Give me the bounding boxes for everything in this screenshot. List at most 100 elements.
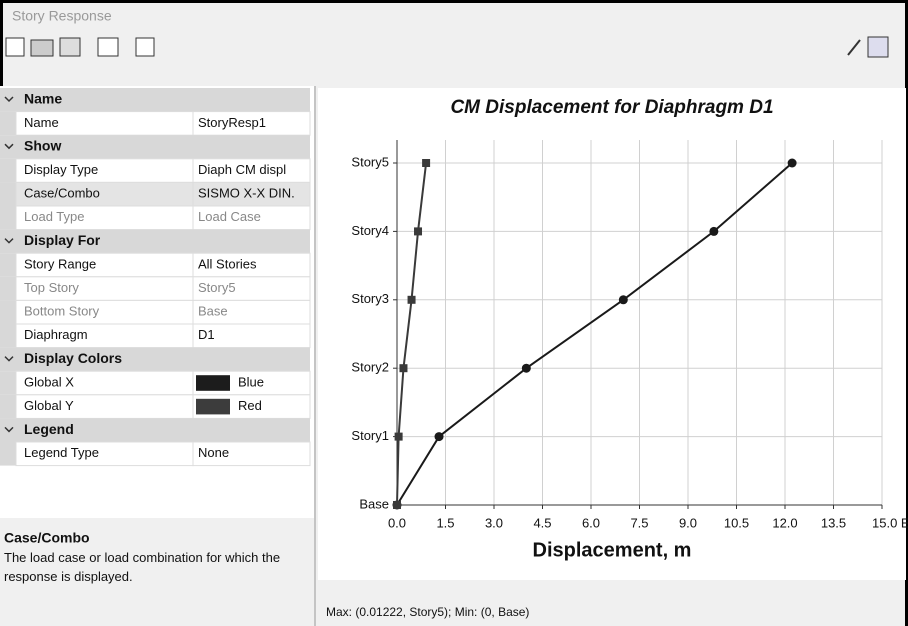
x-tick-label: 10.5 <box>724 515 749 530</box>
section-header[interactable] <box>0 88 310 112</box>
x-tick-label: 9.0 <box>679 515 697 530</box>
section-title: Display Colors <box>24 350 122 366</box>
property-value: Base <box>198 304 228 319</box>
chart: CM Displacement for Diaphragm D1 0.0 1.5 3.… <box>351 97 908 561</box>
x-tick-label: 6.0 <box>582 515 600 530</box>
point <box>407 295 416 304</box>
toolbar <box>5 36 889 58</box>
collapse-arrow <box>4 96 14 103</box>
section-title: Display For <box>24 232 101 248</box>
property-name: Global X <box>24 374 74 389</box>
x-axis-label: Displacement, m <box>533 539 692 561</box>
collapse-arrow <box>4 143 14 150</box>
gutter <box>0 276 16 301</box>
section-title: Show <box>24 138 61 154</box>
status-text: Max: (0.01222, Story5); Min: (0, Base) <box>326 605 529 619</box>
x-tick-label: 13.5 <box>821 515 846 530</box>
color-swatch <box>196 398 230 415</box>
y-tick-label: Story2 <box>351 360 389 375</box>
property-value: Red <box>238 398 262 413</box>
gutter <box>0 158 16 183</box>
property-name: Story Range <box>24 256 96 271</box>
gutter <box>0 394 16 419</box>
description-lines: The load case or load combination for wh… <box>4 550 280 584</box>
y-tick-label: Story1 <box>351 428 389 443</box>
gutter <box>0 324 16 348</box>
description-box <box>0 518 314 626</box>
property-value: None <box>198 445 229 460</box>
x-tick-label: 12.0 <box>772 515 797 530</box>
y-tick-label: Base <box>359 496 389 511</box>
gutter <box>0 253 16 277</box>
section-header[interactable] <box>0 418 310 442</box>
property-value: Diaph CM displ <box>198 162 286 177</box>
collapse-arrow <box>4 238 14 244</box>
series-line <box>396 162 793 506</box>
x-tick-label: 7.5 <box>630 515 648 530</box>
draw-button[interactable] <box>847 39 861 56</box>
property-name: Top Story <box>24 280 79 295</box>
gutter <box>0 206 16 230</box>
section-title: Legend <box>24 421 74 437</box>
property-name: Global Y <box>24 398 74 413</box>
property-name: Name <box>24 115 59 130</box>
description-line: The load case or load combination for wh… <box>4 550 280 584</box>
point <box>414 227 423 236</box>
window-title: Story Response <box>12 8 112 24</box>
save-button[interactable] <box>5 37 25 57</box>
y-tick-label: Story5 <box>351 154 389 169</box>
collapse-arrow <box>4 426 14 433</box>
property-value: SISMO X-X DIN. <box>198 186 295 201</box>
view-button[interactable] <box>59 37 81 57</box>
x-tick-label: 15.0 E-3 <box>872 515 908 530</box>
series-line <box>396 162 428 506</box>
section-header[interactable] <box>0 347 310 372</box>
property-value-cell[interactable] <box>192 441 311 467</box>
collapse-arrow <box>4 356 14 362</box>
x-tick-label: 1.5 <box>436 515 454 530</box>
section-title: Name <box>24 91 62 107</box>
point <box>422 159 431 167</box>
x-tick-label: 3.0 <box>485 515 503 530</box>
point <box>709 226 719 236</box>
property-name: Load Type <box>24 209 84 224</box>
chart-title: CM Displacement for Diaphragm D1 <box>450 97 773 118</box>
section-header[interactable] <box>0 229 310 254</box>
color-swatch <box>196 375 230 391</box>
property-value: All Stories <box>198 256 257 271</box>
property-name: Display Type <box>24 162 98 177</box>
x-tick-label: 0.0 <box>388 515 406 530</box>
point <box>399 364 408 373</box>
y-tick-label: Story3 <box>351 291 389 306</box>
property-value: Blue <box>238 374 264 389</box>
y-tick-label: Story4 <box>351 223 389 238</box>
gutter <box>0 182 16 206</box>
point <box>394 432 403 441</box>
point <box>393 501 401 509</box>
property-value: StoryResp1 <box>198 115 266 130</box>
property-value: Story5 <box>198 280 236 295</box>
gutter <box>0 442 16 466</box>
description-title: Case/Combo <box>4 530 90 546</box>
property-name: Bottom Story <box>24 304 100 319</box>
tree-button[interactable] <box>867 36 889 58</box>
point <box>434 432 444 442</box>
gutter <box>0 300 16 324</box>
gutter <box>0 111 16 136</box>
gutter <box>0 371 16 395</box>
table-button[interactable] <box>97 37 119 57</box>
point <box>618 295 628 305</box>
point <box>787 158 797 168</box>
print-button[interactable] <box>30 39 54 57</box>
property-name: Diaphragm <box>24 327 88 342</box>
property-name: Case/Combo <box>24 186 100 201</box>
property-value: Load Case <box>198 209 261 224</box>
property-value: D1 <box>198 327 215 342</box>
section-header[interactable] <box>0 135 310 159</box>
chart-button[interactable] <box>135 37 155 57</box>
property-grid: Name Name StoryResp1 Show Display Type Diaph … <box>0 88 311 467</box>
point <box>521 363 531 373</box>
property-name: Legend Type <box>24 445 99 460</box>
x-tick-label: 4.5 <box>533 515 551 530</box>
